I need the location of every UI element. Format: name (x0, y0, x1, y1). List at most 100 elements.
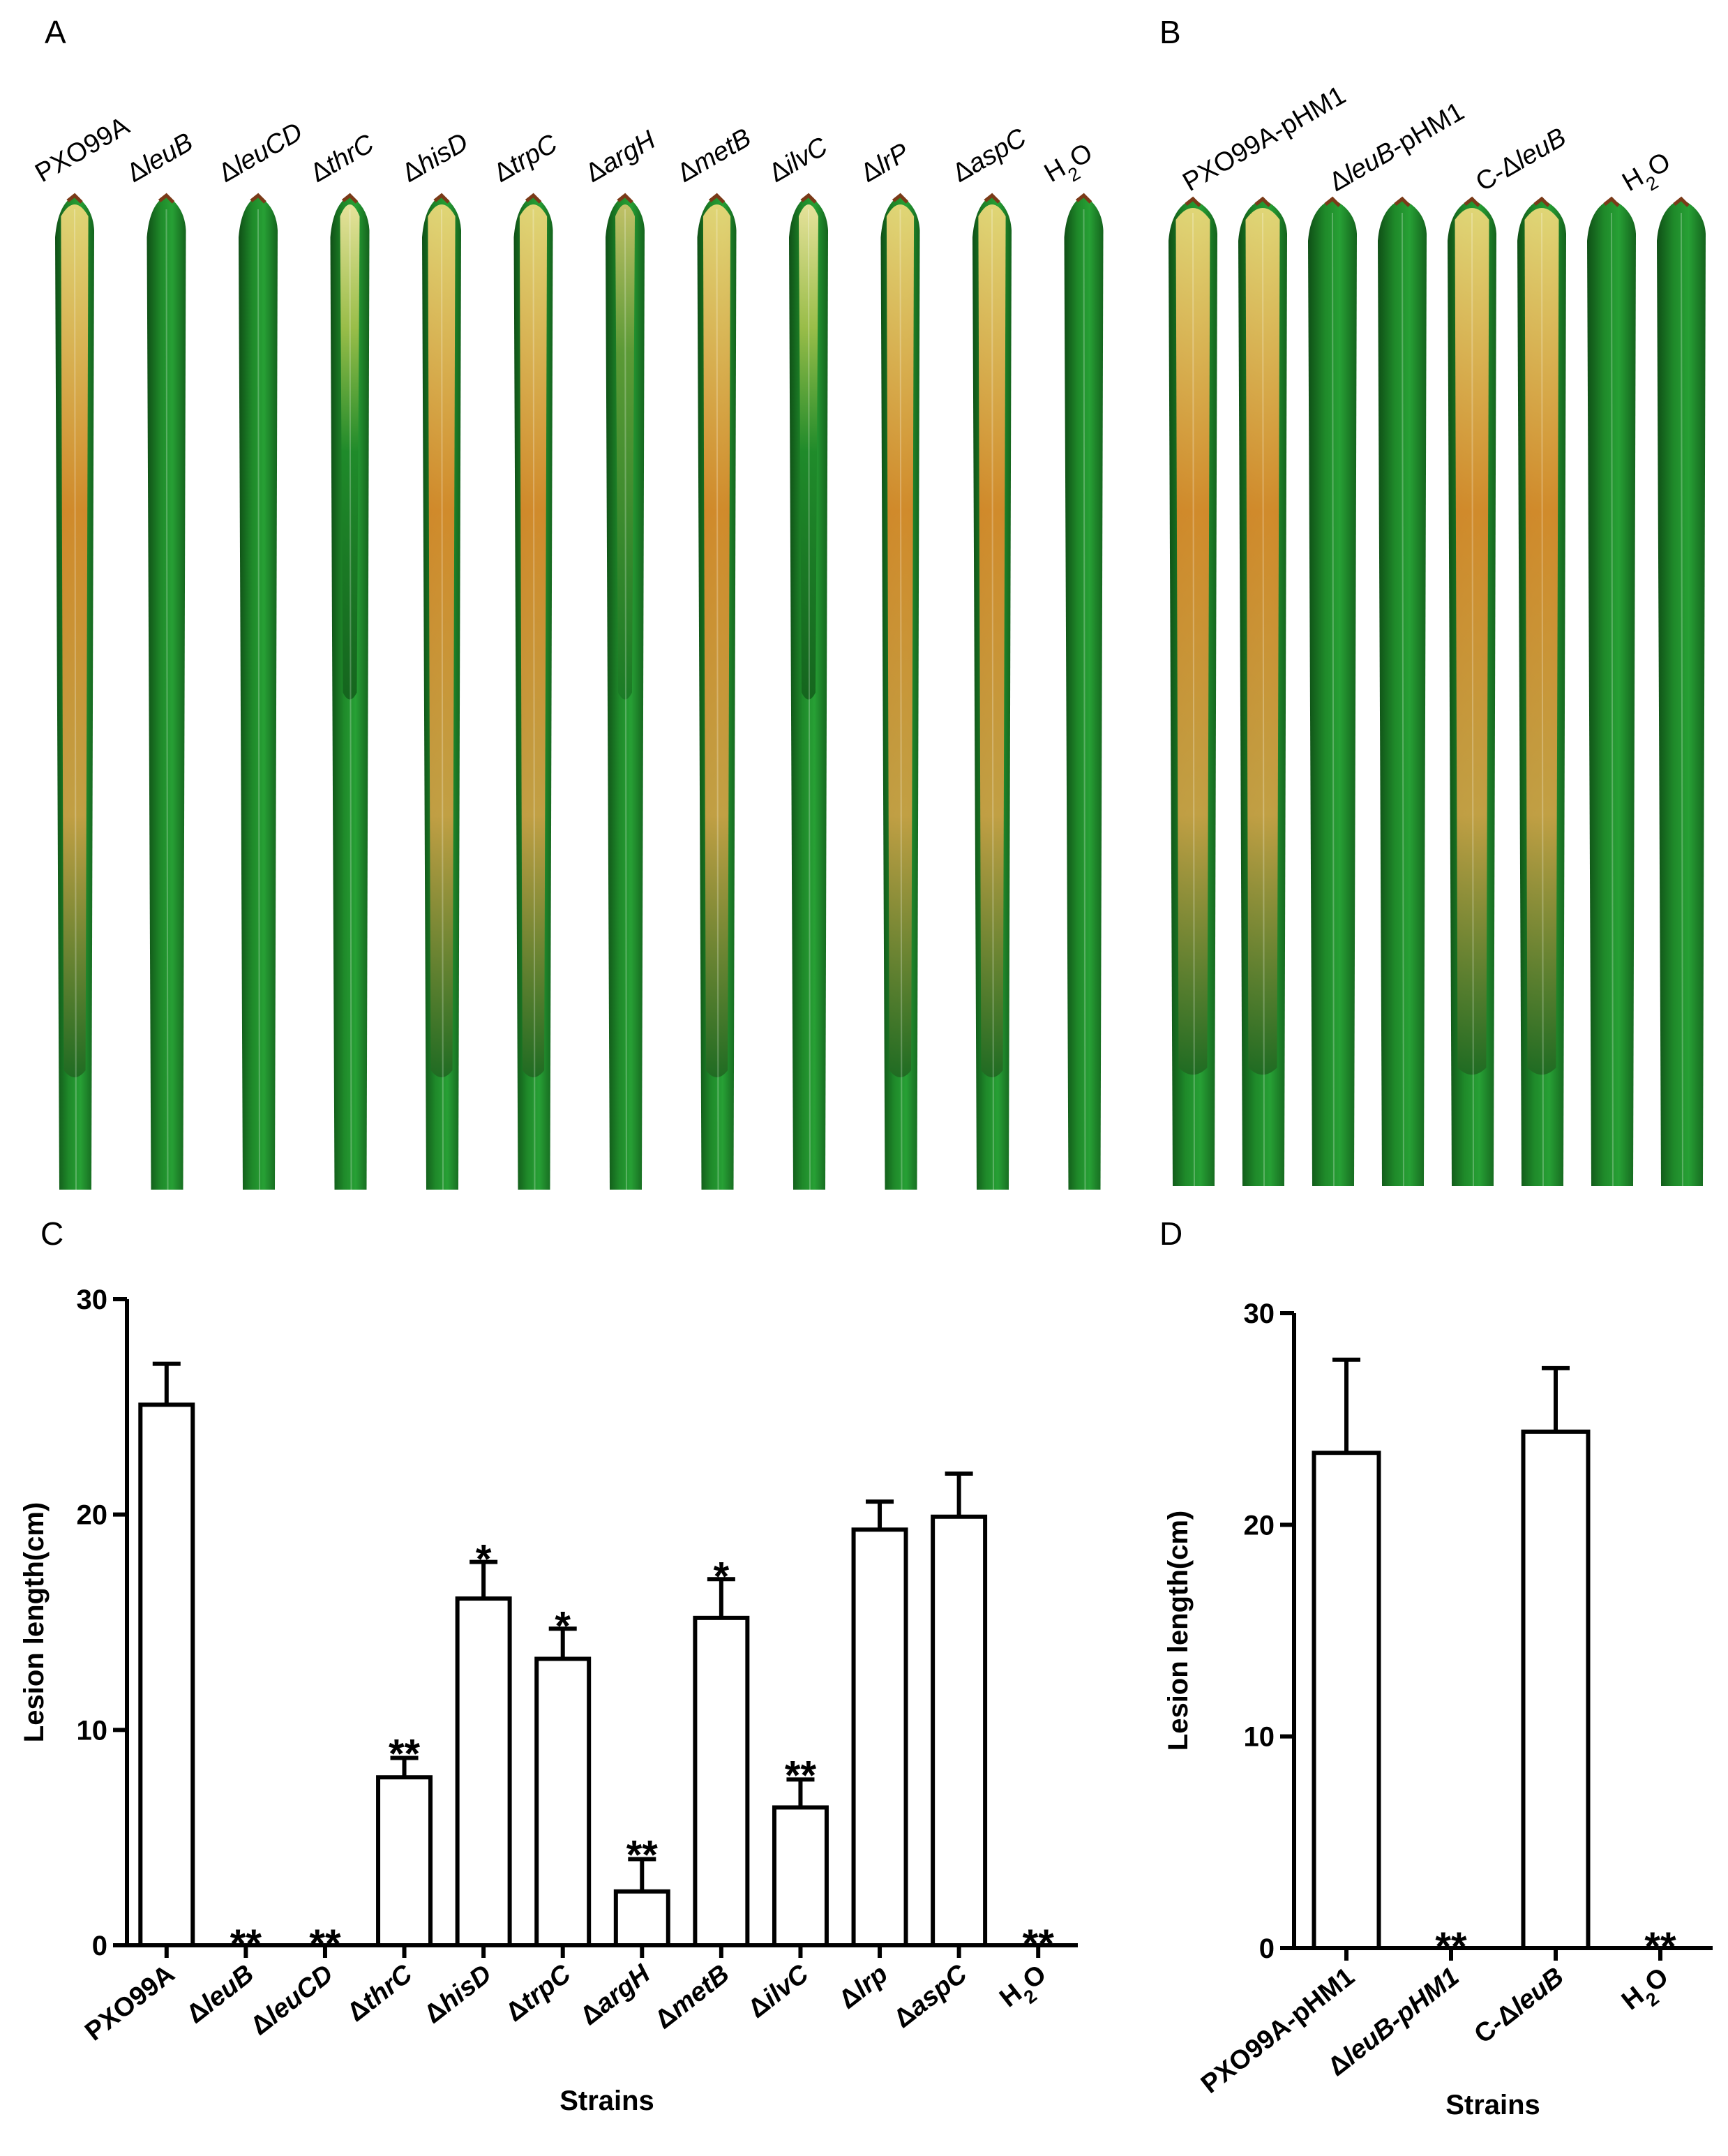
leaf-label-pxo99a: PXO99A (31, 111, 135, 188)
significance-argh: ** (626, 1833, 659, 1878)
significance-leub-phm1: ** (1435, 1924, 1467, 1970)
leaf-midrib (899, 209, 903, 1190)
leaf-a-4 (330, 193, 370, 1190)
x-tick-label-lrp: Δlrp (834, 1959, 894, 2015)
x-tick-label-h2o: H2O (994, 1959, 1057, 2020)
significance-h2o: ** (1023, 1922, 1055, 1967)
leaf-midrib (624, 209, 627, 1190)
error-bar-lrp (866, 1499, 894, 1530)
leaf-blade (1308, 199, 1357, 1186)
leaf-label-lrp: ΔlrP (856, 137, 915, 188)
y-axis-title: Lesion length(cm) (19, 1502, 50, 1742)
leaf-lesion (1455, 208, 1489, 1075)
leaf-b-7 (1587, 196, 1636, 1187)
leaf-tip (158, 193, 175, 204)
leaf-tip (341, 193, 359, 204)
significance-ilvc: ** (785, 1753, 817, 1798)
leaf-label-argh: ΔargH (581, 125, 661, 188)
leaf-tip (1394, 196, 1411, 207)
leaf-tip (1185, 196, 1201, 207)
significance-h2o: ** (1644, 1924, 1676, 1970)
leaf-lesion (1524, 208, 1559, 1075)
significance-leub: ** (230, 1922, 262, 1967)
leaf-a-12 (1064, 193, 1104, 1190)
bar-metb (693, 1615, 750, 1947)
leaf-tip (617, 193, 633, 204)
leaf-midrib (716, 209, 719, 1190)
significance-hisd: * (476, 1537, 492, 1582)
leaf-tip (1603, 196, 1620, 207)
leaf-label-aspc: ΔaspC (948, 123, 1032, 188)
leaf-blade (1657, 199, 1706, 1186)
leaf-tip (892, 193, 909, 204)
leaf-b-5 (1448, 196, 1496, 1187)
y-tick-label-0: 0 (1259, 1933, 1275, 1964)
leaf-label-h2o: H2O (1618, 147, 1680, 205)
panel-letter-d: D (1159, 1215, 1182, 1252)
x-tick-label-hisd: ΔhisD (419, 1959, 497, 2030)
leaf-b-2 (1238, 196, 1287, 1187)
x-tick-label-c-leub: C-ΔleuB (1469, 1962, 1570, 2049)
y-tick-label-0: 0 (92, 1931, 107, 1961)
error-bar-aspc (945, 1472, 973, 1517)
y-tick-label-20: 20 (1244, 1510, 1275, 1541)
leaf-lesion (978, 204, 1006, 1077)
y-tick-label-30: 30 (1244, 1298, 1275, 1329)
leaf-label-ilvc: ΔilvC (765, 132, 833, 188)
leaf-tip (1324, 196, 1341, 207)
leaf-tip (66, 193, 83, 204)
leaf-blade (1064, 195, 1104, 1190)
leaf-label-metb: ΔmetB (673, 123, 756, 188)
error-bar-pxo99a (152, 1361, 181, 1405)
y-tick-label-30: 30 (77, 1285, 108, 1315)
x-tick-label-aspc: ΔaspC (889, 1959, 973, 2034)
y-tick-label-20: 20 (77, 1500, 108, 1531)
leaf-midrib (1681, 212, 1683, 1187)
leaf-tip (1254, 196, 1271, 207)
leaf-lesion (1175, 208, 1210, 1075)
panel-letter-a: A (45, 14, 66, 50)
bar-lrp (851, 1527, 908, 1948)
leaf-midrib (808, 209, 811, 1190)
error-bar-hisd (469, 1559, 498, 1599)
leaf-tip (984, 193, 1000, 204)
panel-letter-c: C (40, 1215, 63, 1252)
leaf-tip (1075, 193, 1092, 204)
leaf-tip (250, 193, 266, 204)
leaf-lesion (519, 204, 548, 1077)
leaf-a-1 (55, 193, 94, 1190)
leaf-a-7 (606, 193, 645, 1190)
error-bar-ilvc (786, 1777, 815, 1808)
leaf-label-c-leub: C-ΔleuB (1471, 123, 1572, 197)
leaf-lesion (799, 204, 818, 700)
bar-argh (613, 1889, 670, 1947)
leaf-tip (1464, 196, 1480, 207)
x-tick-label-h2o: H2O (1616, 1962, 1679, 2023)
significance-metb: * (714, 1554, 730, 1599)
leaf-a-10 (880, 193, 920, 1190)
leaf-midrib (74, 209, 77, 1190)
leaf-label-trpc: ΔtrpC (489, 129, 563, 188)
leaf-tip (525, 193, 542, 204)
x-tick-label-thrc: ΔthrC (342, 1959, 418, 2028)
leaf-a-6 (513, 193, 553, 1190)
y-tick-label-10: 10 (1244, 1722, 1275, 1753)
leaf-midrib (1471, 212, 1474, 1187)
error-bar-metb (707, 1577, 735, 1618)
leaf-midrib (1402, 212, 1404, 1187)
leaf-a-2 (146, 193, 186, 1190)
significance-thrc: ** (389, 1731, 421, 1776)
leaf-label-h2o: H2O (1039, 138, 1102, 196)
leaf-midrib (349, 209, 352, 1190)
bar-hisd (455, 1596, 512, 1947)
leaf-label-thrc: ΔthrC (306, 129, 380, 188)
leaf-tip (1673, 196, 1690, 207)
leaf-midrib (257, 209, 260, 1190)
leaf-midrib (1192, 212, 1195, 1187)
leaf-blade (239, 195, 278, 1190)
x-tick-label-pxo99a: PXO99A (80, 1959, 180, 2046)
bar-pxo99a-phm1 (1312, 1451, 1381, 1950)
